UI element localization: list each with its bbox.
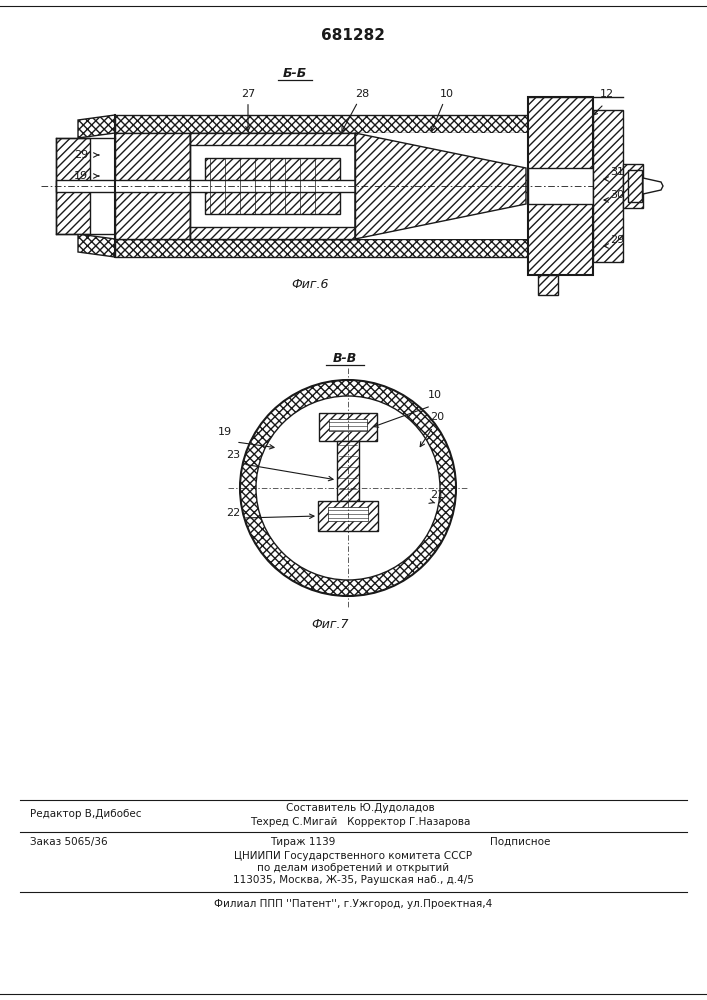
Bar	[319, 413, 377, 441]
Text: Фиг.6: Фиг.6	[291, 278, 329, 291]
Polygon shape	[78, 115, 115, 138]
Text: Фиг.7: Фиг.7	[311, 618, 349, 631]
Text: Заказ 5065/36: Заказ 5065/36	[30, 837, 107, 847]
Bar	[538, 275, 558, 295]
Polygon shape	[78, 234, 115, 257]
Bar	[205, 158, 340, 214]
Text: Подписное: Подписное	[490, 837, 550, 847]
Text: 22: 22	[226, 508, 240, 518]
Text: 10: 10	[428, 390, 442, 400]
Text: Составитель Ю.Дудоладов: Составитель Ю.Дудоладов	[286, 803, 434, 813]
Text: 31: 31	[610, 167, 624, 177]
Bar	[190, 133, 355, 145]
Text: Тираж 1139: Тираж 1139	[270, 837, 335, 847]
Text: Техред С.Мигай   Корректор Г.Назарова: Техред С.Мигай Корректор Г.Назарова	[250, 817, 470, 827]
Bar	[190, 227, 355, 239]
Text: В-В: В-В	[333, 352, 357, 365]
Bar	[56, 138, 90, 234]
Bar	[115, 115, 528, 133]
Text: ЦНИИПИ Государственного комитета СССР: ЦНИИПИ Государственного комитета СССР	[234, 851, 472, 861]
Bar	[623, 164, 643, 208]
Bar	[115, 239, 528, 257]
Bar	[623, 164, 643, 208]
Text: 23: 23	[226, 450, 240, 460]
Text: 681282: 681282	[321, 27, 385, 42]
Text: 12: 12	[600, 89, 614, 99]
Bar	[115, 133, 528, 239]
Bar	[337, 441, 359, 501]
Text: 20: 20	[430, 412, 444, 422]
Text: 10: 10	[431, 89, 454, 131]
Bar	[115, 133, 190, 239]
Text: 30: 30	[610, 190, 624, 200]
Text: 21: 21	[430, 490, 444, 500]
Bar	[318, 501, 378, 531]
Bar	[318, 501, 378, 531]
Bar	[205, 158, 340, 214]
Bar	[528, 97, 593, 275]
Text: Филиал ППП ''Патент'', г.Ужгород, ул.Проектная,4: Филиал ППП ''Патент'', г.Ужгород, ул.Про…	[214, 899, 492, 909]
Bar	[190, 227, 355, 239]
Text: 29: 29	[610, 235, 624, 245]
Text: 27: 27	[241, 89, 255, 131]
Bar	[56, 138, 90, 234]
Text: 113035, Москва, Ж-35, Раушская наб., д.4/5: 113035, Москва, Ж-35, Раушская наб., д.4…	[233, 875, 474, 885]
Bar	[528, 168, 593, 204]
Bar	[628, 170, 642, 202]
Text: Редактор В,Дибобес: Редактор В,Дибобес	[30, 809, 141, 819]
Bar	[337, 441, 359, 501]
Text: 19: 19	[74, 171, 88, 181]
Polygon shape	[355, 133, 526, 239]
Bar	[56, 180, 588, 192]
Text: 28: 28	[342, 89, 369, 131]
Bar	[115, 115, 528, 133]
Text: 19: 19	[218, 427, 232, 437]
Bar	[319, 413, 377, 441]
Text: по делам изобретений и открытий: по делам изобретений и открытий	[257, 863, 449, 873]
Bar	[628, 170, 642, 202]
Text: Б-Б: Б-Б	[283, 67, 307, 80]
Circle shape	[256, 396, 440, 580]
Circle shape	[240, 380, 456, 596]
Bar	[190, 133, 355, 145]
Bar	[329, 419, 367, 431]
Polygon shape	[643, 178, 663, 194]
Bar	[115, 239, 528, 257]
Text: 29: 29	[74, 150, 88, 160]
Bar	[190, 133, 355, 239]
Bar	[528, 97, 593, 275]
Bar	[328, 507, 368, 521]
Bar	[115, 133, 190, 239]
Bar	[593, 110, 623, 262]
Bar	[593, 110, 623, 262]
Bar	[538, 275, 558, 295]
